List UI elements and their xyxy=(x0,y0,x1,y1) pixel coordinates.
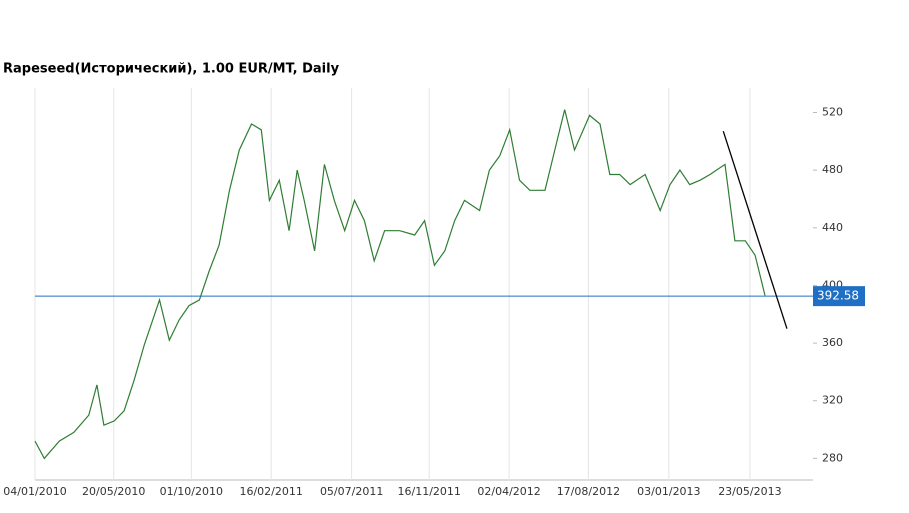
y-tick-label: 520 xyxy=(822,106,843,119)
x-tick-label: 17/08/2012 xyxy=(557,485,620,498)
x-tick-label: 20/05/2010 xyxy=(82,485,145,498)
x-tick-label: 16/11/2011 xyxy=(398,485,461,498)
x-tick-label: 02/04/2012 xyxy=(477,485,540,498)
y-tick-label: 360 xyxy=(822,336,843,349)
y-tick-label: 440 xyxy=(822,221,843,234)
x-tick-label: 16/02/2011 xyxy=(239,485,302,498)
x-tick-label: 05/07/2011 xyxy=(320,485,383,498)
level-label: 392.58 xyxy=(817,289,859,303)
y-tick-label: 320 xyxy=(822,394,843,407)
level-label-box xyxy=(813,286,865,307)
x-tick-label: 23/05/2013 xyxy=(718,485,781,498)
chart-title: Rapeseed(Исторический), 1.00 EUR/MT, Dai… xyxy=(3,62,340,77)
y-tick-label: 480 xyxy=(822,163,843,176)
x-tick-label: 01/10/2010 xyxy=(160,485,223,498)
x-tick-label: 03/01/2013 xyxy=(637,485,700,498)
trend-line xyxy=(722,131,788,329)
y-tick-label: 280 xyxy=(822,451,843,464)
price-line xyxy=(34,109,766,460)
x-tick-label: 04/01/2010 xyxy=(3,485,66,498)
